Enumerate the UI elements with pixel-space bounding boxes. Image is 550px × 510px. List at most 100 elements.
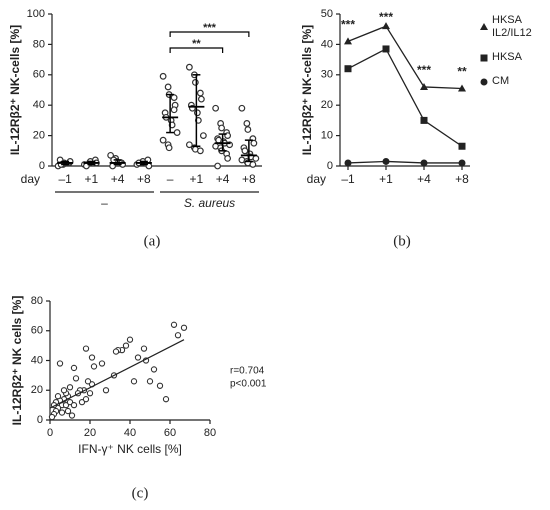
x-tick-label: –1 [341,172,355,186]
data-point [218,124,226,132]
x-tick-label: 40 [124,427,136,439]
data-point [165,144,173,152]
data-point [62,401,70,409]
y-tick-label: 0 [37,414,43,426]
significance-label: *** [203,22,217,34]
data-point [170,94,178,101]
x-tick-label: 60 [164,427,176,439]
series-line [347,25,463,90]
data-point [107,151,115,159]
data-point [64,407,72,415]
data-point [170,106,178,114]
y-tick-label: 10 [321,130,333,142]
significance-bracket [169,47,224,53]
data-point [249,161,257,168]
legend-label: HKSA [492,51,522,63]
data-point [82,396,90,403]
data-point [162,396,170,403]
marker [480,23,488,30]
data-point [82,345,90,352]
data-point [88,354,96,361]
x-tick-label: +4 [417,172,431,186]
data-point [174,332,182,339]
data-point [252,154,260,162]
data-point [146,378,154,385]
data-point [150,366,158,373]
y-tick-label: 30 [321,69,333,81]
x-tick-label: –1 [58,172,72,186]
x-tick-label: 0 [47,427,53,439]
data-point [70,401,78,409]
data-point [54,393,62,400]
y-tick-label: 20 [31,384,43,396]
x-tick-label: +8 [242,172,256,186]
legend-item: CM [492,75,509,87]
legend-label: HKSA IL2/IL12 [492,14,532,39]
x-axis-label: IFN-γ⁺ NK cells [%] [78,442,182,456]
series-line [347,48,463,147]
data-point [140,345,148,352]
y-tick-label: 20 [33,130,45,142]
y-tick-label: 60 [33,69,45,81]
y-tick-label: 100 [27,8,45,20]
data-point [126,336,134,343]
data-point [214,162,222,170]
group-label: – [101,196,108,210]
data-point [199,132,207,140]
x-tick-label: +1 [379,172,393,186]
data-point [243,120,251,127]
x-tick-label: 20 [84,427,96,439]
marker [480,54,488,62]
data-point [250,139,258,147]
panel-label: (a) [144,233,161,249]
data-point [212,104,220,112]
data-point [241,147,249,155]
x-tick-label: +8 [137,172,151,186]
data-point [48,413,56,421]
series-line [347,160,462,164]
marker [344,37,352,45]
data-point [134,354,142,361]
data-point [180,324,188,331]
y-tick-label: 40 [321,38,333,50]
marker [382,45,390,53]
data-point [238,104,246,112]
panel-label: (b) [393,233,411,249]
data-point [70,364,78,372]
y-tick-label: 20 [321,99,333,111]
y-tick-label: 0 [327,160,333,172]
annotation: p<0.001 [230,379,267,390]
data-point [170,321,178,328]
y-tick-label: 50 [321,8,333,20]
significance-label: *** [341,18,355,32]
data-point [159,72,167,80]
marker [382,157,390,165]
marker [420,82,428,90]
x-tick-label: 80 [204,427,216,439]
data-point [86,390,94,397]
y-axis-label: IL-12Rβ2⁺ NK cells [%] [10,296,24,426]
data-point [84,378,92,385]
data-point [112,348,120,355]
marker [420,159,428,167]
y-tick-label: 40 [31,354,43,366]
x-tick-label: +1 [85,172,99,186]
data-point [102,387,110,394]
y-tick-label: 80 [31,295,43,307]
y-axis-label: IL-12Rβ2⁺ NK-cells [%] [8,25,22,155]
group-label: S. aureus [184,196,235,210]
data-point [78,398,86,406]
significance-label: *** [379,10,393,24]
data-point [224,154,232,162]
data-point [185,141,193,149]
data-point [122,342,130,349]
data-point [68,412,76,419]
marker [458,142,466,150]
marker [458,159,466,167]
marker [458,84,466,92]
data-point [156,382,164,389]
marker [344,159,352,167]
fit-line [49,339,185,409]
data-point [196,147,204,155]
